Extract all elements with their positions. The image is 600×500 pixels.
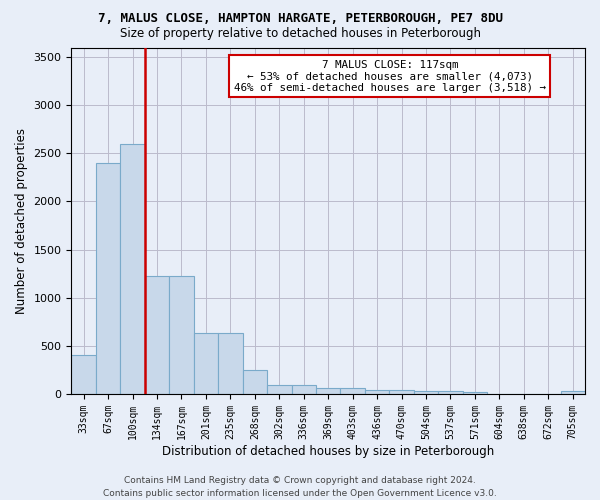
Bar bbox=[121, 144, 145, 394]
Bar bbox=[292, 386, 316, 394]
Bar bbox=[438, 390, 463, 394]
Y-axis label: Number of detached properties: Number of detached properties bbox=[15, 128, 28, 314]
Bar bbox=[71, 356, 96, 394]
Bar bbox=[169, 276, 194, 394]
Bar bbox=[340, 388, 365, 394]
Bar bbox=[267, 386, 292, 394]
Bar bbox=[96, 163, 121, 394]
Bar bbox=[560, 390, 585, 394]
Bar bbox=[365, 390, 389, 394]
Text: Size of property relative to detached houses in Peterborough: Size of property relative to detached ho… bbox=[119, 28, 481, 40]
Text: Contains HM Land Registry data © Crown copyright and database right 2024.
Contai: Contains HM Land Registry data © Crown c… bbox=[103, 476, 497, 498]
Bar bbox=[414, 390, 438, 394]
Text: 7, MALUS CLOSE, HAMPTON HARGATE, PETERBOROUGH, PE7 8DU: 7, MALUS CLOSE, HAMPTON HARGATE, PETERBO… bbox=[97, 12, 503, 26]
Bar bbox=[316, 388, 340, 394]
X-axis label: Distribution of detached houses by size in Peterborough: Distribution of detached houses by size … bbox=[162, 444, 494, 458]
Bar bbox=[145, 276, 169, 394]
Bar bbox=[463, 392, 487, 394]
Bar bbox=[389, 390, 414, 394]
Bar bbox=[194, 334, 218, 394]
Text: 7 MALUS CLOSE: 117sqm
← 53% of detached houses are smaller (4,073)
46% of semi-d: 7 MALUS CLOSE: 117sqm ← 53% of detached … bbox=[234, 60, 546, 93]
Bar bbox=[242, 370, 267, 394]
Bar bbox=[218, 334, 242, 394]
